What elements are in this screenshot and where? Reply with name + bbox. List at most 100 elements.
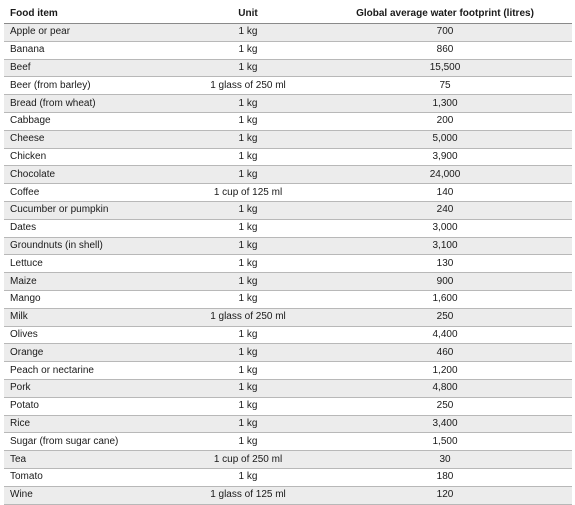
table-header: Food item Unit Global average water foot… [4,4,572,24]
cell-water-footprint: 24,000 [429,168,461,180]
cell-unit: 1 kg [238,133,258,145]
cell-water-footprint: 200 [436,115,454,127]
cell-food-item: Sugar (from sugar cane) [10,435,119,447]
header-water-footprint: Global average water footprint (litres) [318,4,572,24]
table-row: Chicken 1 kg 3,900 [4,148,572,166]
cell-food-item: Coffee [10,186,40,198]
cell-water-footprint: 5,000 [432,133,458,145]
table-row: Mango 1 kg 1,600 [4,290,572,309]
cell-water-footprint: 860 [436,44,454,56]
cell-unit: 1 kg [238,400,258,412]
cell-unit: 1 kg [238,61,258,73]
table-row: Rice 1 kg 3,400 [4,415,572,433]
cell-food-item: Tea [10,453,27,465]
table-row: Orange 1 kg 460 [4,343,572,362]
cell-food-item: Chicken [10,150,47,162]
table-body: Apple or pear 1 kg 700 Banana 1 kg 860 Beef 1 k… [4,23,572,505]
cell-water-footprint: 250 [436,311,454,323]
cell-unit: 1 kg [238,44,258,56]
table-row: Beef 1 kg 15,500 [4,59,572,77]
table-row: Tomato 1 kg 180 [4,468,572,487]
table-row: Banana 1 kg 860 [4,41,572,60]
cell-water-footprint: 240 [436,204,454,216]
cell-unit: 1 kg [238,239,258,251]
cell-water-footprint: 900 [436,275,454,287]
table-row: Groundnuts (in shell) 1 kg 3,100 [4,237,572,255]
table-row: Coffee 1 cup of 125 ml 140 [4,183,572,202]
cell-unit: 1 kg [238,382,258,394]
cell-water-footprint: 3,000 [432,222,458,234]
cell-unit: 1 cup of 250 ml [213,453,283,465]
cell-food-item: Bread (from wheat) [10,97,96,109]
cell-food-item: Olives [10,328,38,340]
table-row: Olives 1 kg 4,400 [4,326,572,344]
cell-food-item: Milk [10,311,28,323]
cell-unit: 1 kg [238,328,258,340]
cell-food-item: Orange [10,346,44,358]
cell-unit: 1 kg [238,222,258,234]
cell-water-footprint: 30 [439,453,451,465]
cell-water-footprint: 3,400 [432,417,458,429]
table-row: Bread (from wheat) 1 kg 1,300 [4,94,572,113]
water-footprint-table-container: Food item Unit Global average water foot… [4,4,572,505]
cell-food-item: Chocolate [10,168,56,180]
cell-water-footprint: 75 [439,79,451,91]
cell-food-item: Apple or pear [10,26,71,38]
table-row: Tea 1 cup of 250 ml 30 [4,450,572,469]
cell-food-item: Cheese [10,133,45,145]
cell-water-footprint: 1,300 [432,97,458,109]
cell-food-item: Cabbage [10,115,51,127]
cell-unit: 1 cup of 125 ml [213,186,283,198]
cell-water-footprint: 180 [436,471,454,483]
cell-unit: 1 kg [238,115,258,127]
cell-water-footprint: 15,500 [429,61,461,73]
table-row: Cabbage 1 kg 200 [4,112,572,131]
cell-food-item: Pork [10,382,31,394]
cell-food-item: Wine [10,489,33,501]
cell-unit: 1 kg [238,346,258,358]
cell-water-footprint: 3,100 [432,239,458,251]
table-row: Peach or nectarine 1 kg 1,200 [4,361,572,380]
table-row: Dates 1 kg 3,000 [4,219,572,238]
header-unit: Unit [178,4,318,24]
table-row: Pork 1 kg 4,800 [4,379,572,398]
cell-water-footprint: 120 [436,489,454,501]
cell-unit: 1 kg [238,150,258,162]
table-row: Potato 1 kg 250 [4,397,572,416]
cell-water-footprint: 1,200 [432,364,458,376]
cell-water-footprint: 4,800 [432,382,458,394]
cell-unit: 1 kg [238,97,258,109]
table-row: Sugar (from sugar cane) 1 kg 1,500 [4,432,572,451]
cell-food-item: Rice [10,417,31,429]
table-row: Cheese 1 kg 5,000 [4,130,572,149]
table-row: Milk 1 glass of 250 ml 250 [4,308,572,327]
cell-unit: 1 kg [238,471,258,483]
table-row: Wine 1 glass of 125 ml 120 [4,486,572,505]
cell-food-item: Cucumber or pumpkin [10,204,109,216]
cell-unit: 1 kg [238,417,258,429]
cell-unit: 1 kg [238,168,258,180]
cell-food-item: Peach or nectarine [10,364,94,376]
table-row: Maize 1 kg 900 [4,272,572,291]
cell-food-item: Tomato [10,471,43,483]
cell-food-item: Banana [10,44,45,56]
cell-food-item: Beef [10,61,31,73]
cell-unit: 1 kg [238,364,258,376]
cell-water-footprint: 700 [436,26,454,38]
cell-food-item: Dates [10,222,37,234]
cell-unit: 1 kg [238,435,258,447]
cell-water-footprint: 130 [436,257,454,269]
cell-water-footprint: 3,900 [432,150,458,162]
cell-food-item: Potato [10,400,39,412]
cell-water-footprint: 1,600 [432,293,458,305]
cell-water-footprint: 1,500 [432,435,458,447]
header-food-item: Food item [4,4,178,24]
cell-food-item: Maize [10,275,37,287]
cell-water-footprint: 140 [436,186,454,198]
cell-unit: 1 kg [238,257,258,269]
cell-food-item: Lettuce [10,257,43,269]
table-row: Lettuce 1 kg 130 [4,254,572,273]
cell-unit: 1 kg [238,204,258,216]
cell-unit: 1 glass of 250 ml [210,311,286,323]
cell-water-footprint: 4,400 [432,328,458,340]
